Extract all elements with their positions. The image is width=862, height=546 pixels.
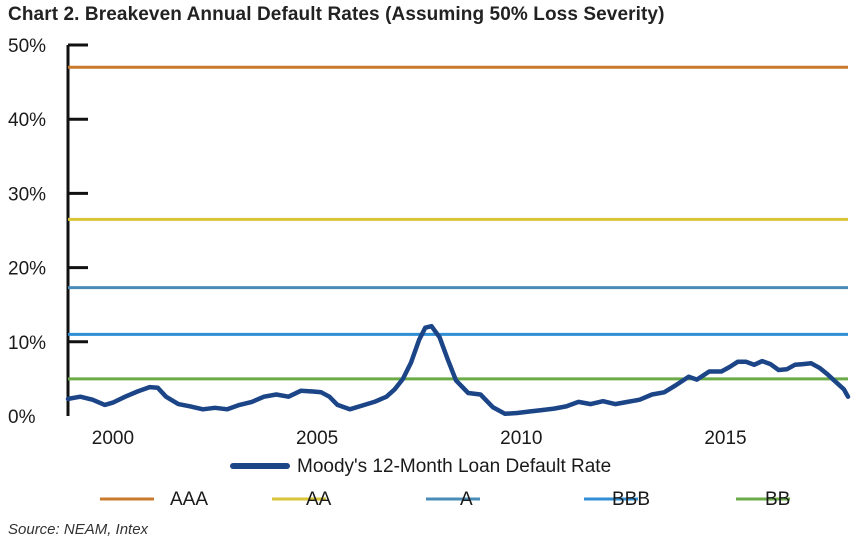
x-tick-label: 2010 [500,428,542,449]
legend-label-a: A [460,489,473,510]
legend-label-default-rate: Moody's 12-Month Loan Default Rate [297,456,611,477]
y-tick-label: 20% [8,259,46,280]
series-line-default-rate [65,323,851,417]
legend-label-bbb: BBB [612,489,650,510]
legend-label-aaa: AAA [170,489,208,510]
x-tick-label: 2015 [704,428,746,449]
x-tick-label: 2005 [296,428,338,449]
chart-title: Chart 2. Breakeven Annual Default Rates … [8,4,665,25]
y-tick-label: 40% [8,110,46,131]
y-tick-label: 30% [8,184,46,205]
legend-label-bb: BB [765,489,790,510]
y-tick-label: 50% [8,36,46,57]
x-tick-label: 2000 [92,428,134,449]
legend-label-aa: AA [306,489,332,510]
y-tick-label: 0% [8,407,36,428]
y-tick-label: 10% [8,333,46,354]
source-note: Source: NEAM, Intex [8,521,149,538]
